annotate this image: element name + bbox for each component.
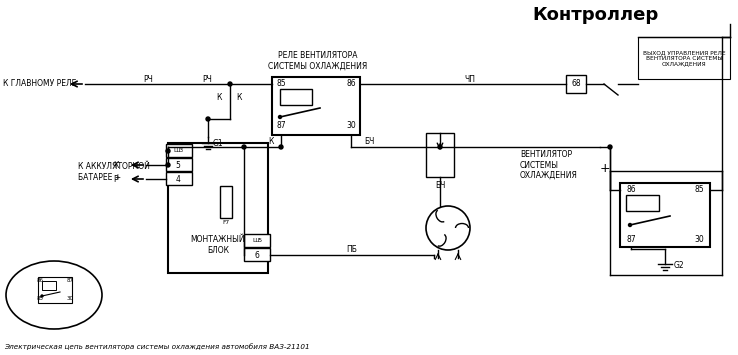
Text: F7: F7 (222, 220, 230, 225)
Bar (42, 281, 56, 290)
Text: 86: 86 (346, 80, 356, 88)
Circle shape (166, 149, 170, 153)
Text: К: К (114, 160, 119, 169)
Text: 30: 30 (66, 296, 74, 301)
Text: 87: 87 (626, 235, 636, 244)
Bar (244, 248, 270, 261)
Text: РЧ: РЧ (143, 75, 153, 83)
Bar (638, 37, 730, 79)
Text: Контроллер: Контроллер (532, 6, 658, 24)
Text: 5: 5 (176, 160, 180, 169)
Bar (626, 195, 659, 211)
Bar (566, 75, 586, 93)
Circle shape (278, 115, 281, 119)
Text: 87: 87 (276, 121, 286, 131)
Text: ПБ: ПБ (347, 246, 357, 255)
Text: РЕЛЕ ВЕНТИЛЯТОРА
СИСТЕМЫ ОХЛАЖДЕНИЯ: РЕЛЕ ВЕНТИЛЯТОРА СИСТЕМЫ ОХЛАЖДЕНИЯ (269, 51, 368, 71)
Text: К АККУЛЯТОРНОЙ
БАТАРЕЕ +: К АККУЛЯТОРНОЙ БАТАРЕЕ + (78, 162, 150, 182)
Circle shape (608, 145, 612, 149)
Text: Р: Р (114, 175, 118, 184)
Text: 6: 6 (255, 251, 260, 260)
Text: К: К (236, 93, 241, 102)
Text: +: + (600, 163, 610, 175)
Circle shape (166, 163, 170, 167)
Bar (272, 77, 360, 135)
Text: ВЫХОД УПРАВЛЕНИЯ РЕЛЕ
ВЕНТИЛЯТОРА СИСТЕМЫ
ОХЛАЖДЕНИЯ: ВЫХОД УПРАВЛЕНИЯ РЕЛЕ ВЕНТИЛЯТОРА СИСТЕМ… (643, 50, 725, 66)
Circle shape (242, 145, 246, 149)
Text: 86: 86 (626, 186, 636, 195)
Text: БЧ: БЧ (364, 137, 374, 147)
Text: ВЕНТИЛЯТОР
СИСТЕМЫ
ОХЛАЖДЕНИЯ: ВЕНТИЛЯТОР СИСТЕМЫ ОХЛАЖДЕНИЯ (520, 150, 578, 180)
Text: 30: 30 (346, 121, 356, 131)
Circle shape (629, 224, 632, 226)
Text: ЧП: ЧП (464, 75, 475, 83)
Text: РЧ: РЧ (202, 75, 212, 83)
Bar (244, 234, 270, 247)
Bar (166, 158, 192, 171)
Text: 87: 87 (66, 279, 74, 284)
Circle shape (228, 82, 232, 86)
Text: G2: G2 (674, 261, 684, 269)
Text: БЧ: БЧ (435, 180, 445, 190)
Text: 85: 85 (694, 186, 704, 195)
Text: G1: G1 (213, 140, 224, 148)
Text: Электрическая цепь вентилятора системы охлаждения автомобиля ВАЗ-21101: Электрическая цепь вентилятора системы о… (4, 344, 310, 350)
Circle shape (438, 145, 442, 149)
Circle shape (41, 295, 43, 297)
Bar (166, 144, 192, 157)
Bar (166, 172, 192, 185)
Bar (220, 186, 232, 218)
Text: 85: 85 (36, 296, 44, 301)
Text: К ГЛАВНОМУ РЕЛЕ: К ГЛАВНОМУ РЕЛЕ (3, 80, 76, 88)
Bar (38, 277, 72, 303)
Text: МОНТАЖНЫЙ
БЛОК: МОНТАЖНЫЙ БЛОК (190, 235, 245, 255)
Text: К: К (216, 93, 221, 102)
Bar (620, 183, 710, 247)
Text: 4: 4 (176, 175, 180, 184)
Text: Ш5: Ш5 (252, 239, 262, 244)
Circle shape (206, 117, 210, 121)
Text: 86: 86 (36, 279, 44, 284)
Text: 85: 85 (276, 80, 286, 88)
Text: 30: 30 (694, 235, 704, 244)
Text: К: К (269, 137, 274, 147)
Bar (426, 133, 454, 177)
Text: 68: 68 (571, 80, 581, 88)
Bar (280, 89, 312, 105)
Text: Ш3: Ш3 (173, 148, 183, 153)
Bar (168, 143, 268, 273)
Circle shape (279, 145, 283, 149)
